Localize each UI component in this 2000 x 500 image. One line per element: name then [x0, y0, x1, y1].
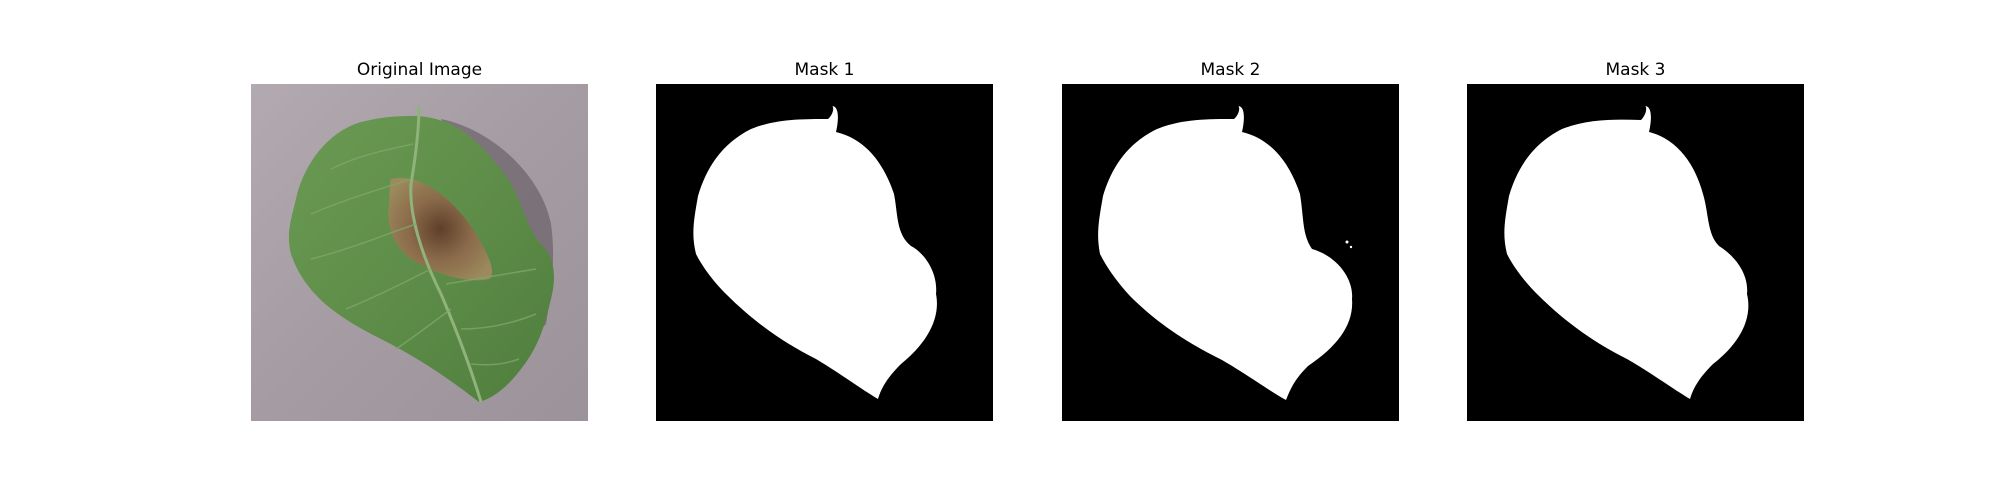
- original-leaf-image: [251, 84, 588, 421]
- panel-title: Mask 2: [1062, 60, 1399, 80]
- panel-title: Mask 1: [656, 60, 993, 80]
- mask-image: [1062, 84, 1399, 421]
- panel-title: Original Image: [251, 60, 588, 80]
- mask-noise: [1301, 233, 1303, 235]
- mask-image: [656, 84, 993, 421]
- mask-noise: [1350, 246, 1352, 248]
- mask-image: [1467, 84, 1804, 421]
- mask-noise: [1346, 241, 1349, 244]
- panel-title: Mask 3: [1467, 60, 1804, 80]
